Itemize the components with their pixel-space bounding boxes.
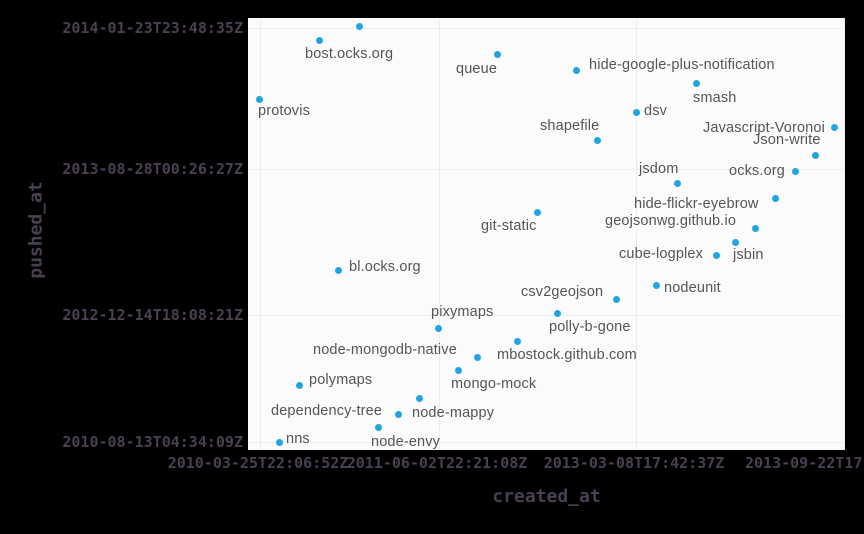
scatter-point[interactable]	[434, 324, 442, 332]
plot-area: bost.ocks.org queue hide-google-plus-notif…	[248, 18, 845, 450]
point-label: hide-flickr-eyebrow	[634, 196, 759, 212]
point-label: git-static	[481, 218, 537, 234]
scatter-point[interactable]	[673, 179, 681, 187]
point-label: pixymaps	[431, 304, 494, 320]
x-tick-label: 2011-06-02T22:21:08Z	[346, 454, 528, 472]
point-label: node-envy	[371, 434, 441, 450]
y-gridline	[248, 442, 845, 443]
point-label: node-mappy	[412, 405, 495, 421]
scatter-point[interactable]	[473, 353, 481, 361]
point-label: mongo-mock	[451, 376, 537, 392]
scatter-point[interactable]	[811, 151, 819, 159]
point-label: hide-google-plus-notification	[589, 57, 775, 73]
point-label: smash	[693, 90, 737, 106]
x-axis-title: created_at	[492, 486, 601, 507]
y-gridline	[248, 315, 845, 316]
point-label: nns	[286, 431, 310, 447]
point-label: nodeunit	[664, 280, 721, 296]
point-label: ocks.org	[729, 163, 785, 179]
point-label: shapefile	[540, 118, 600, 134]
scatter-point[interactable]	[553, 309, 561, 317]
scatter-point[interactable]	[830, 123, 838, 131]
scatter-point[interactable]	[454, 366, 462, 374]
point-label: node-mongodb-native	[313, 342, 457, 358]
scatter-point[interactable]	[493, 50, 501, 58]
point-label: protovis	[258, 103, 310, 119]
x-gridline	[636, 18, 637, 450]
scatter-point[interactable]	[652, 281, 660, 289]
scatter-point[interactable]	[751, 224, 759, 232]
y-tick-label: 2013-08-28T00:26:27Z	[62, 160, 243, 178]
y-gridline	[248, 28, 845, 29]
x-gridline	[260, 18, 261, 450]
scatter-point[interactable]	[632, 108, 640, 116]
point-label: polly-b-gone	[549, 319, 631, 335]
point-label: dsv	[644, 103, 668, 119]
y-tick-label: 2014-01-23T23:48:35Z	[62, 19, 243, 37]
point-label: bl.ocks.org	[349, 259, 421, 275]
scatter-point[interactable]	[533, 208, 541, 216]
scatter-point[interactable]	[295, 381, 303, 389]
point-label: mbostock.github.com	[497, 347, 637, 363]
scatter-point[interactable]	[791, 167, 799, 175]
y-tick-label: 2010-08-13T04:34:09Z	[62, 433, 243, 451]
scatter-point[interactable]	[593, 136, 601, 144]
scatter-point[interactable]	[374, 423, 382, 431]
scatter-point[interactable]	[731, 238, 739, 246]
scatter-point[interactable]	[712, 251, 720, 259]
point-label: csv2geojson	[521, 284, 604, 300]
scatter-point[interactable]	[255, 95, 263, 103]
y-gridline	[248, 169, 845, 170]
point-label: cube-logplex	[619, 246, 704, 262]
scatter-point[interactable]	[355, 22, 363, 30]
x-gridline	[439, 18, 440, 450]
scatter-point[interactable]	[394, 410, 402, 418]
point-label: jsbin	[733, 247, 764, 263]
scatter-point[interactable]	[415, 394, 423, 402]
scatter-point[interactable]	[275, 438, 283, 446]
point-label: Json-write	[753, 132, 821, 148]
point-label: polymaps	[309, 372, 373, 388]
scatter-point[interactable]	[315, 36, 323, 44]
x-tick-label: 2013-03-08T17:42:37Z	[543, 454, 725, 472]
point-label: geojsonwg.github.io	[605, 213, 737, 229]
scatter-point[interactable]	[692, 79, 700, 87]
y-axis-title: pushed_at	[25, 181, 47, 279]
scatter-point[interactable]	[572, 66, 580, 74]
x-tick-label: 2013-09-22T17	[745, 454, 863, 472]
y-tick-label: 2012-12-14T18:08:21Z	[62, 306, 243, 324]
point-label: dependency-tree	[271, 403, 383, 419]
point-label: Javascript-Voronoi	[703, 120, 825, 136]
point-label: queue	[456, 61, 498, 77]
x-gridline	[844, 18, 845, 450]
point-label: bost.ocks.org	[305, 46, 394, 62]
scatter-point[interactable]	[513, 337, 521, 345]
scatter-point[interactable]	[334, 266, 342, 274]
point-label: jsdom	[639, 161, 679, 177]
scatter-point[interactable]	[612, 295, 620, 303]
scatter-point[interactable]	[771, 194, 779, 202]
x-tick-label: 2010-03-25T22:06:52Z	[167, 454, 349, 472]
